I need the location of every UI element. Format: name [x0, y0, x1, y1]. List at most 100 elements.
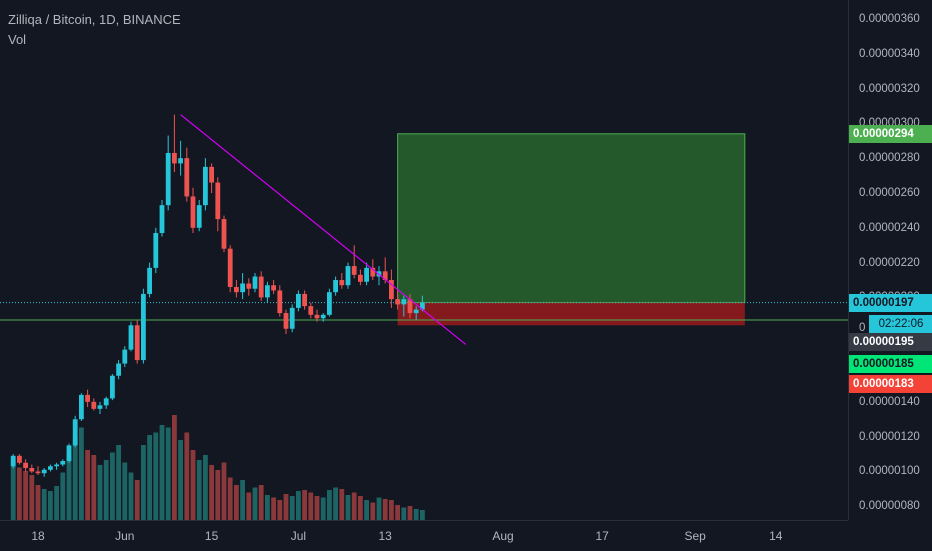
candle-body[interactable]	[110, 375, 115, 399]
candle-body[interactable]	[240, 283, 245, 293]
volume-bar	[128, 472, 134, 520]
candle-body[interactable]	[134, 325, 140, 361]
symbol-title[interactable]: Zilliqa / Bitcoin, 1D, BINANCE	[8, 12, 181, 27]
candle-body[interactable]	[54, 464, 59, 467]
candle-body[interactable]	[203, 166, 208, 206]
candle-body[interactable]	[60, 461, 66, 465]
candle-body[interactable]	[296, 293, 301, 308]
candle-body[interactable]	[48, 466, 53, 470]
candle-body[interactable]	[165, 152, 171, 206]
candle-body[interactable]	[66, 445, 72, 462]
target-price-tag[interactable]: 0.00000294	[849, 124, 932, 143]
candle-body[interactable]	[97, 405, 103, 409]
candle-body[interactable]	[227, 248, 233, 287]
candle-body[interactable]	[258, 276, 264, 298]
stop-zone[interactable]	[397, 302, 745, 326]
candle-body[interactable]	[159, 205, 165, 234]
price-plot[interactable]	[0, 0, 848, 520]
x-tick-label: Aug	[492, 529, 514, 543]
candle-body[interactable]	[351, 266, 357, 275]
candle-body[interactable]	[72, 419, 78, 446]
candle-body[interactable]	[420, 302, 425, 310]
candle-body[interactable]	[413, 309, 419, 314]
volume-bar	[79, 427, 84, 520]
candle-body[interactable]	[147, 267, 152, 294]
candle-body[interactable]	[35, 471, 41, 474]
candle-body[interactable]	[364, 267, 369, 282]
price-axis[interactable]: 0.00000080 0.00000100 0.00000120 0.00000140…	[848, 0, 932, 520]
candle-body[interactable]	[23, 462, 28, 469]
candle-body[interactable]	[401, 299, 407, 305]
last-price-tag[interactable]: 0.00000197	[849, 293, 932, 312]
candle-body[interactable]	[358, 274, 363, 282]
stop-price-tag[interactable]: 0.00000183	[849, 375, 932, 393]
candle-body[interactable]	[10, 455, 16, 467]
candle-body[interactable]	[91, 401, 97, 409]
candle-body[interactable]	[370, 267, 376, 277]
candle-body[interactable]	[153, 233, 159, 268]
y-tick-label: 0.00000100	[859, 465, 920, 478]
candle-body[interactable]	[277, 290, 283, 314]
volume-bar	[190, 450, 196, 520]
candle-body[interactable]	[252, 276, 258, 289]
candle-body[interactable]	[209, 166, 214, 183]
candle-body[interactable]	[128, 325, 134, 350]
candle-body[interactable]	[327, 292, 332, 315]
candle-body[interactable]	[141, 293, 146, 361]
volume-bar	[364, 500, 369, 520]
candle-body[interactable]	[221, 219, 227, 249]
candle-body[interactable]	[85, 394, 90, 402]
volume-bar	[91, 455, 97, 520]
trendline[interactable]	[180, 114, 467, 345]
candle-body[interactable]	[382, 271, 388, 281]
candle-body[interactable]	[333, 280, 338, 293]
candle-body[interactable]	[265, 285, 270, 298]
candle-body[interactable]	[234, 286, 239, 293]
candle-body[interactable]	[79, 394, 84, 420]
candle-body[interactable]	[116, 363, 121, 376]
y-tick-label: 0.00000240	[859, 221, 920, 234]
volume-bar	[60, 472, 66, 520]
volume-bar	[147, 435, 152, 520]
volume-label[interactable]: Vol	[8, 32, 27, 47]
y-tick-label: 0	[859, 322, 866, 334]
candle-body[interactable]	[395, 299, 400, 305]
candle-body[interactable]	[178, 158, 183, 164]
candle-body[interactable]	[41, 469, 47, 474]
candle-body[interactable]	[246, 283, 252, 289]
candle-body[interactable]	[339, 280, 345, 286]
volume-bar	[413, 509, 419, 520]
candle-body[interactable]	[190, 196, 196, 228]
entry-price-tag[interactable]: 0.00000185	[849, 355, 932, 373]
volume-bar	[172, 415, 177, 520]
candle-body[interactable]	[308, 306, 314, 315]
candle-body[interactable]	[314, 314, 320, 319]
candle-body[interactable]	[196, 205, 202, 228]
time-axis[interactable]: 18 Jun 15 Jul 13 Aug 17 Sep 14	[0, 520, 848, 551]
candle-body[interactable]	[289, 307, 295, 329]
candle-body[interactable]	[17, 455, 22, 463]
candle-body[interactable]	[345, 266, 351, 286]
candle-body[interactable]	[215, 182, 221, 220]
y-tick-label: 0.00000140	[859, 395, 920, 408]
x-tick-label: 15	[204, 529, 219, 543]
volume-bar	[141, 445, 146, 520]
candle-body[interactable]	[29, 468, 35, 472]
candle-body[interactable]	[389, 280, 394, 300]
candle-body[interactable]	[184, 158, 190, 197]
candle-body[interactable]	[302, 293, 307, 307]
candle-body[interactable]	[103, 398, 109, 406]
volume-bar	[358, 496, 363, 520]
x-tick-label: 17	[595, 529, 609, 543]
candle-body[interactable]	[172, 152, 177, 164]
target-zone[interactable]	[397, 133, 746, 304]
candle-body[interactable]	[283, 313, 289, 329]
current-price-tag[interactable]: 0.00000195	[849, 333, 932, 351]
volume-bar	[265, 495, 270, 520]
candle-body[interactable]	[271, 285, 276, 291]
countdown-price-tag[interactable]: 02:22:06	[869, 314, 932, 333]
candle-body[interactable]	[122, 349, 128, 364]
candle-body[interactable]	[407, 299, 413, 314]
candle-body[interactable]	[320, 314, 326, 319]
chart-legend[interactable]: Zilliqa / Bitcoin, 1D, BINANCE Vol	[8, 10, 181, 50]
